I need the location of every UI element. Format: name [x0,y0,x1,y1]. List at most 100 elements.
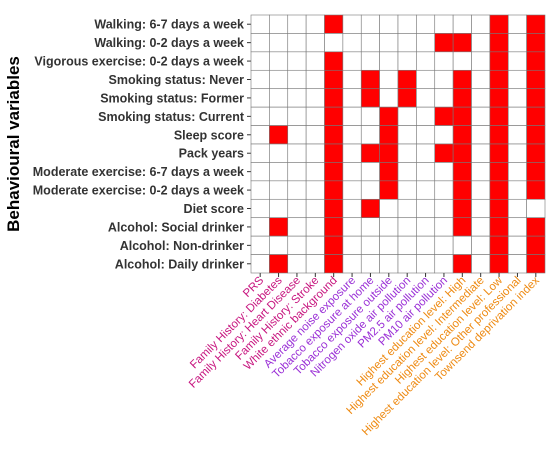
heatmap-cell [360,106,380,126]
heatmap-cell [342,162,362,182]
heatmap-cell [434,198,454,219]
heatmap-cell [342,51,362,71]
heatmap-cell [360,143,380,163]
row-label: Alcohol: Social drinker [108,220,244,234]
heatmap-cell [434,69,454,90]
heatmap-cell [287,14,307,34]
heatmap-cell [489,143,509,163]
heatmap-cell [250,254,270,274]
heatmap-cell [471,254,491,274]
heatmap-cell [305,235,325,255]
heatmap-cell [360,235,380,255]
heatmap-cell [269,88,289,108]
heatmap-cell [342,254,362,274]
heatmap-cell [507,217,527,237]
heatmap-cell [397,217,417,237]
heatmap-cell [507,106,527,126]
heatmap-cell [269,162,289,182]
heatmap-cell [269,198,289,219]
heatmap-cell [269,14,289,34]
heatmap-cell [269,33,289,53]
heatmap-cell [379,125,399,145]
heatmap-cell [434,180,454,200]
heatmap-cell [452,254,472,274]
heatmap-cell [452,235,472,255]
heatmap-cell [452,14,472,34]
heatmap-cell [269,254,289,274]
heatmap-cell [379,143,399,163]
heatmap-cell [250,180,270,200]
heatmap-cell [250,33,270,53]
row-label: Walking: 0-2 days a week [94,36,244,50]
row-label: Sleep score [174,128,244,142]
heatmap-cell [434,51,454,71]
heatmap-cell [305,125,325,145]
row-label: Moderate exercise: 0-2 days a week [33,184,244,198]
heatmap-cell [434,217,454,237]
heatmap-cell [397,69,417,90]
heatmap-cell [269,217,289,237]
row-label: Alcohol: Non-drinker [120,239,244,253]
heatmap-cell [287,69,307,90]
heatmap-cell [360,33,380,53]
heatmap-cell [305,69,325,90]
heatmap-cell [379,33,399,53]
heatmap-cell [489,125,509,145]
heatmap-cell [379,217,399,237]
heatmap-cell [434,143,454,163]
heatmap-cell [416,14,436,34]
heatmap-cell [360,51,380,71]
heatmap-cell [416,125,436,145]
heatmap-cell [452,143,472,163]
heatmap-cell [250,69,270,90]
heatmap-cell [269,106,289,126]
heatmap-cell [287,106,307,126]
heatmap-cell [471,235,491,255]
heatmap-cell [452,51,472,71]
heatmap-cell [379,235,399,255]
heatmap-cell [471,88,491,108]
heatmap-cell [324,69,344,90]
heatmap-cell [324,198,344,219]
heatmap-cell [416,235,436,255]
heatmap-cell [269,180,289,200]
heatmap-cell [434,162,454,182]
heatmap-cell [324,143,344,163]
heatmap-cell [434,88,454,108]
heatmap-cell [269,143,289,163]
y-axis-title: Behavioural variables [4,56,23,232]
heatmap-cell [471,198,491,219]
heatmap-cell [287,235,307,255]
heatmap-cell [416,33,436,53]
heatmap-cell [250,51,270,71]
heatmap-cell [342,217,362,237]
heatmap-cell [397,180,417,200]
heatmap-cell [305,106,325,126]
heatmap-cell [342,198,362,219]
heatmap-cell [324,180,344,200]
heatmap-cell [360,180,380,200]
heatmap-cell [471,125,491,145]
heatmap-cell [434,33,454,53]
heatmap-cell [250,198,270,219]
heatmap-cell [287,162,307,182]
heatmap-cell [397,51,417,71]
heatmap-cell [471,217,491,237]
heatmap-cell [416,88,436,108]
heatmap-cell [507,33,527,53]
heatmap-cell [379,51,399,71]
heatmap-cell [489,69,509,90]
row-label: Moderate exercise: 6-7 days a week [33,165,244,179]
heatmap-cell [526,235,546,255]
heatmap-cell [489,217,509,237]
heatmap-cell [397,33,417,53]
heatmap-cell [471,162,491,182]
heatmap-cell [342,69,362,90]
heatmap-cell [250,143,270,163]
heatmap-cell [507,51,527,71]
heatmap-cell [416,217,436,237]
heatmap-cell [342,235,362,255]
heatmap-cell [324,254,344,274]
heatmap-cell [379,88,399,108]
heatmap-cell [489,254,509,274]
